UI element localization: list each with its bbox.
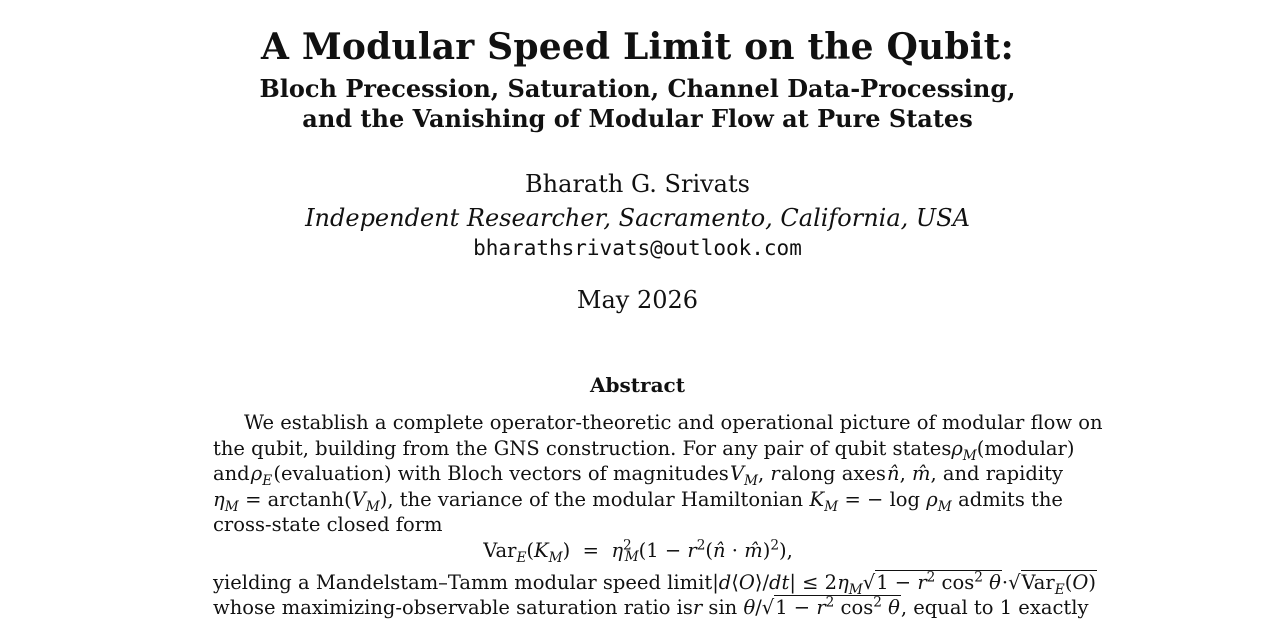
author-affiliation: Independent Researcher, Sacramento, Cali… (305, 204, 970, 232)
math-eta-m: ηM (213, 487, 239, 515)
abstract-text: admits the (958, 487, 1063, 511)
abstract-text: = arctanh(VM), the variance of the modul… (245, 487, 804, 515)
abstract-text: the qubit, building from the GNS constru… (213, 436, 952, 460)
abstract-line-2: the qubit, building from the GNS constru… (213, 436, 1074, 464)
math-neg-log: = − log ρM (844, 487, 952, 515)
paper-date: May 2026 (576, 286, 699, 314)
abstract-text: cross-state closed form (213, 513, 443, 536)
math-vm-r: VM, r (729, 462, 780, 489)
math-speed-limit: |d⟨O⟩/dt| ≤ 2ηM√1 − r2 cos2 θ·√VarE(O) (712, 569, 1097, 598)
abstract-text: whose maximizing-observable saturation r… (213, 596, 693, 619)
abstract-line-7: whose maximizing-observable saturation r… (213, 595, 1088, 621)
math-axes: n̂, m̂, and rapidity (887, 462, 1063, 485)
abstract-text: We establish a complete operator-theoret… (244, 411, 1103, 434)
display-equation: VarE(KM) = η2M(1 − r2(n̂ · m̂)2), (213, 538, 1063, 566)
abstract-text: (modular) (976, 436, 1075, 460)
abstract-text: (evaluation) with Bloch vectors of magni… (273, 462, 729, 485)
math-rho-m: ρM (951, 436, 977, 464)
abstract-body: We establish a complete operator-theoret… (213, 410, 1103, 621)
math-k-m: KM (809, 487, 839, 515)
abstract-line-5: cross-state closed form (213, 512, 1063, 538)
author-email: bharathsrivats@outlook.com (473, 236, 802, 260)
abstract-text: along axes (780, 462, 886, 485)
paper-title: A Modular Speed Limit on the Qubit: (260, 26, 1015, 68)
abstract-line-1: We establish a complete operator-theoret… (213, 410, 1103, 436)
abstract-line-4: ηM = arctanh(VM), the variance of the mo… (213, 487, 1063, 515)
author-name: Bharath G. Srivats (525, 170, 750, 198)
abstract-line-3: and ρE (evaluation) with Bloch vectors o… (213, 461, 1063, 489)
paper-subtitle-line-1: Bloch Precession, Saturation, Channel Da… (259, 74, 1016, 103)
abstract-text: yielding a Mandelstam–Tamm modular speed… (213, 570, 713, 594)
paper-subtitle-line-2: and the Vanishing of Modular Flow at Pur… (302, 104, 973, 133)
abstract-heading: Abstract (590, 373, 685, 397)
abstract-line-6: yielding a Mandelstam–Tamm modular speed… (213, 569, 1097, 596)
math-saturation-ratio: r sin θ/√1 − r2 cos2 θ, equal to 1 exact… (692, 594, 1089, 619)
equation-variance: VarE(KM) = η2M(1 − r2(n̂ · m̂)2), (483, 537, 793, 566)
abstract-text: and (213, 462, 250, 485)
math-rho-e: ρE (250, 462, 273, 489)
